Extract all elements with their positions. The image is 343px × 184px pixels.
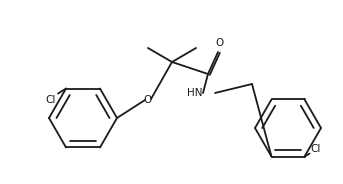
Text: O: O <box>144 95 152 105</box>
Text: Cl: Cl <box>310 144 321 154</box>
Text: Cl: Cl <box>46 95 56 105</box>
Text: HN: HN <box>188 88 203 98</box>
Text: O: O <box>215 38 223 48</box>
